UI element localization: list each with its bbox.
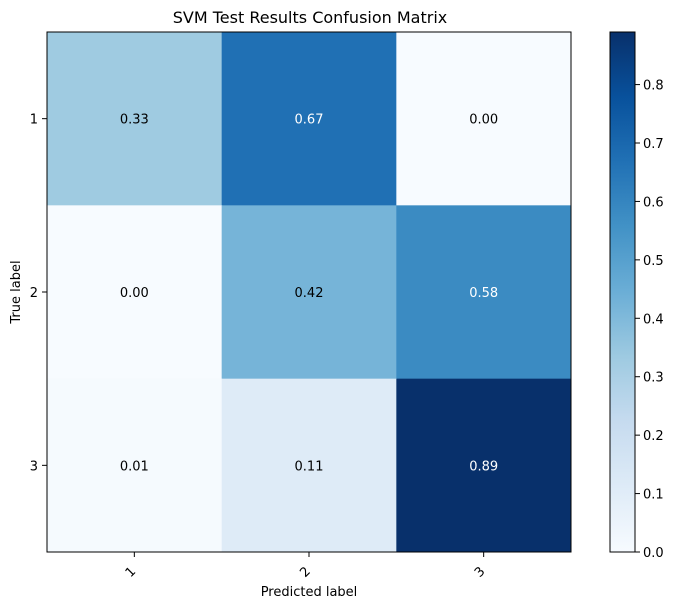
matrix-cell-r1-c3 bbox=[396, 32, 572, 206]
y-tick-label: 3 bbox=[30, 459, 38, 474]
matrix-cell-r1-c2 bbox=[221, 32, 397, 206]
cell-value-label: 0.42 bbox=[295, 286, 324, 301]
matrix-cell-r2-c2 bbox=[221, 205, 397, 380]
x-tick-label: 2 bbox=[297, 564, 313, 580]
matrix-cell-r2-c1 bbox=[47, 205, 223, 380]
matrix-cell-r3-c1 bbox=[47, 378, 223, 553]
colorbar-tick-label: 0.7 bbox=[643, 137, 664, 152]
matrix-cell-r3-c2 bbox=[221, 378, 397, 553]
matrix-cell-labels: 0.33 0.67 0.00 0.00 0.42 0.58 0.01 0.11 0.89 bbox=[120, 113, 498, 475]
cell-value-label: 0.89 bbox=[469, 459, 498, 474]
chart-title: SVM Test Results Confusion Matrix bbox=[173, 8, 448, 27]
matrix-cell-r2-c3 bbox=[396, 205, 572, 380]
colorbar-ticks: 0.0 0.1 0.2 0.3 0.4 0.5 0.6 0.7 0.8 bbox=[635, 79, 664, 561]
colorbar-tick-label: 0.6 bbox=[643, 195, 664, 210]
cell-value-label: 0.11 bbox=[295, 459, 324, 474]
x-tick-label: 1 bbox=[123, 564, 139, 580]
cell-value-label: 0.00 bbox=[469, 113, 498, 128]
cell-value-label: 0.33 bbox=[120, 113, 149, 128]
colorbar-tick-label: 0.4 bbox=[643, 312, 664, 327]
colorbar-tick-label: 0.0 bbox=[643, 546, 664, 561]
colorbar-tick-label: 0.3 bbox=[643, 371, 664, 386]
colorbar-tick-label: 0.5 bbox=[643, 254, 664, 269]
y-tick-label: 1 bbox=[30, 113, 38, 128]
cell-value-label: 0.01 bbox=[120, 459, 149, 474]
matrix-cell-r3-c3 bbox=[396, 378, 572, 553]
colorbar bbox=[609, 31, 636, 553]
cell-value-label: 0.00 bbox=[120, 286, 149, 301]
y-tick-label: 2 bbox=[30, 286, 38, 301]
colorbar-tick-label: 0.8 bbox=[643, 79, 664, 94]
x-axis-label: Predicted label bbox=[261, 585, 358, 600]
colorbar-tick-label: 0.1 bbox=[643, 488, 664, 503]
matrix-cells bbox=[47, 32, 572, 553]
x-axis-ticks: 1 2 3 bbox=[123, 552, 488, 581]
colorbar-tick-label: 0.2 bbox=[643, 429, 664, 444]
cell-value-label: 0.67 bbox=[295, 113, 324, 128]
x-tick-label: 3 bbox=[472, 564, 488, 580]
y-axis-ticks: 1 2 3 bbox=[30, 113, 47, 474]
y-axis-label: True label bbox=[9, 260, 24, 324]
cell-value-label: 0.58 bbox=[469, 286, 498, 301]
matrix-cell-r1-c1 bbox=[47, 32, 223, 206]
